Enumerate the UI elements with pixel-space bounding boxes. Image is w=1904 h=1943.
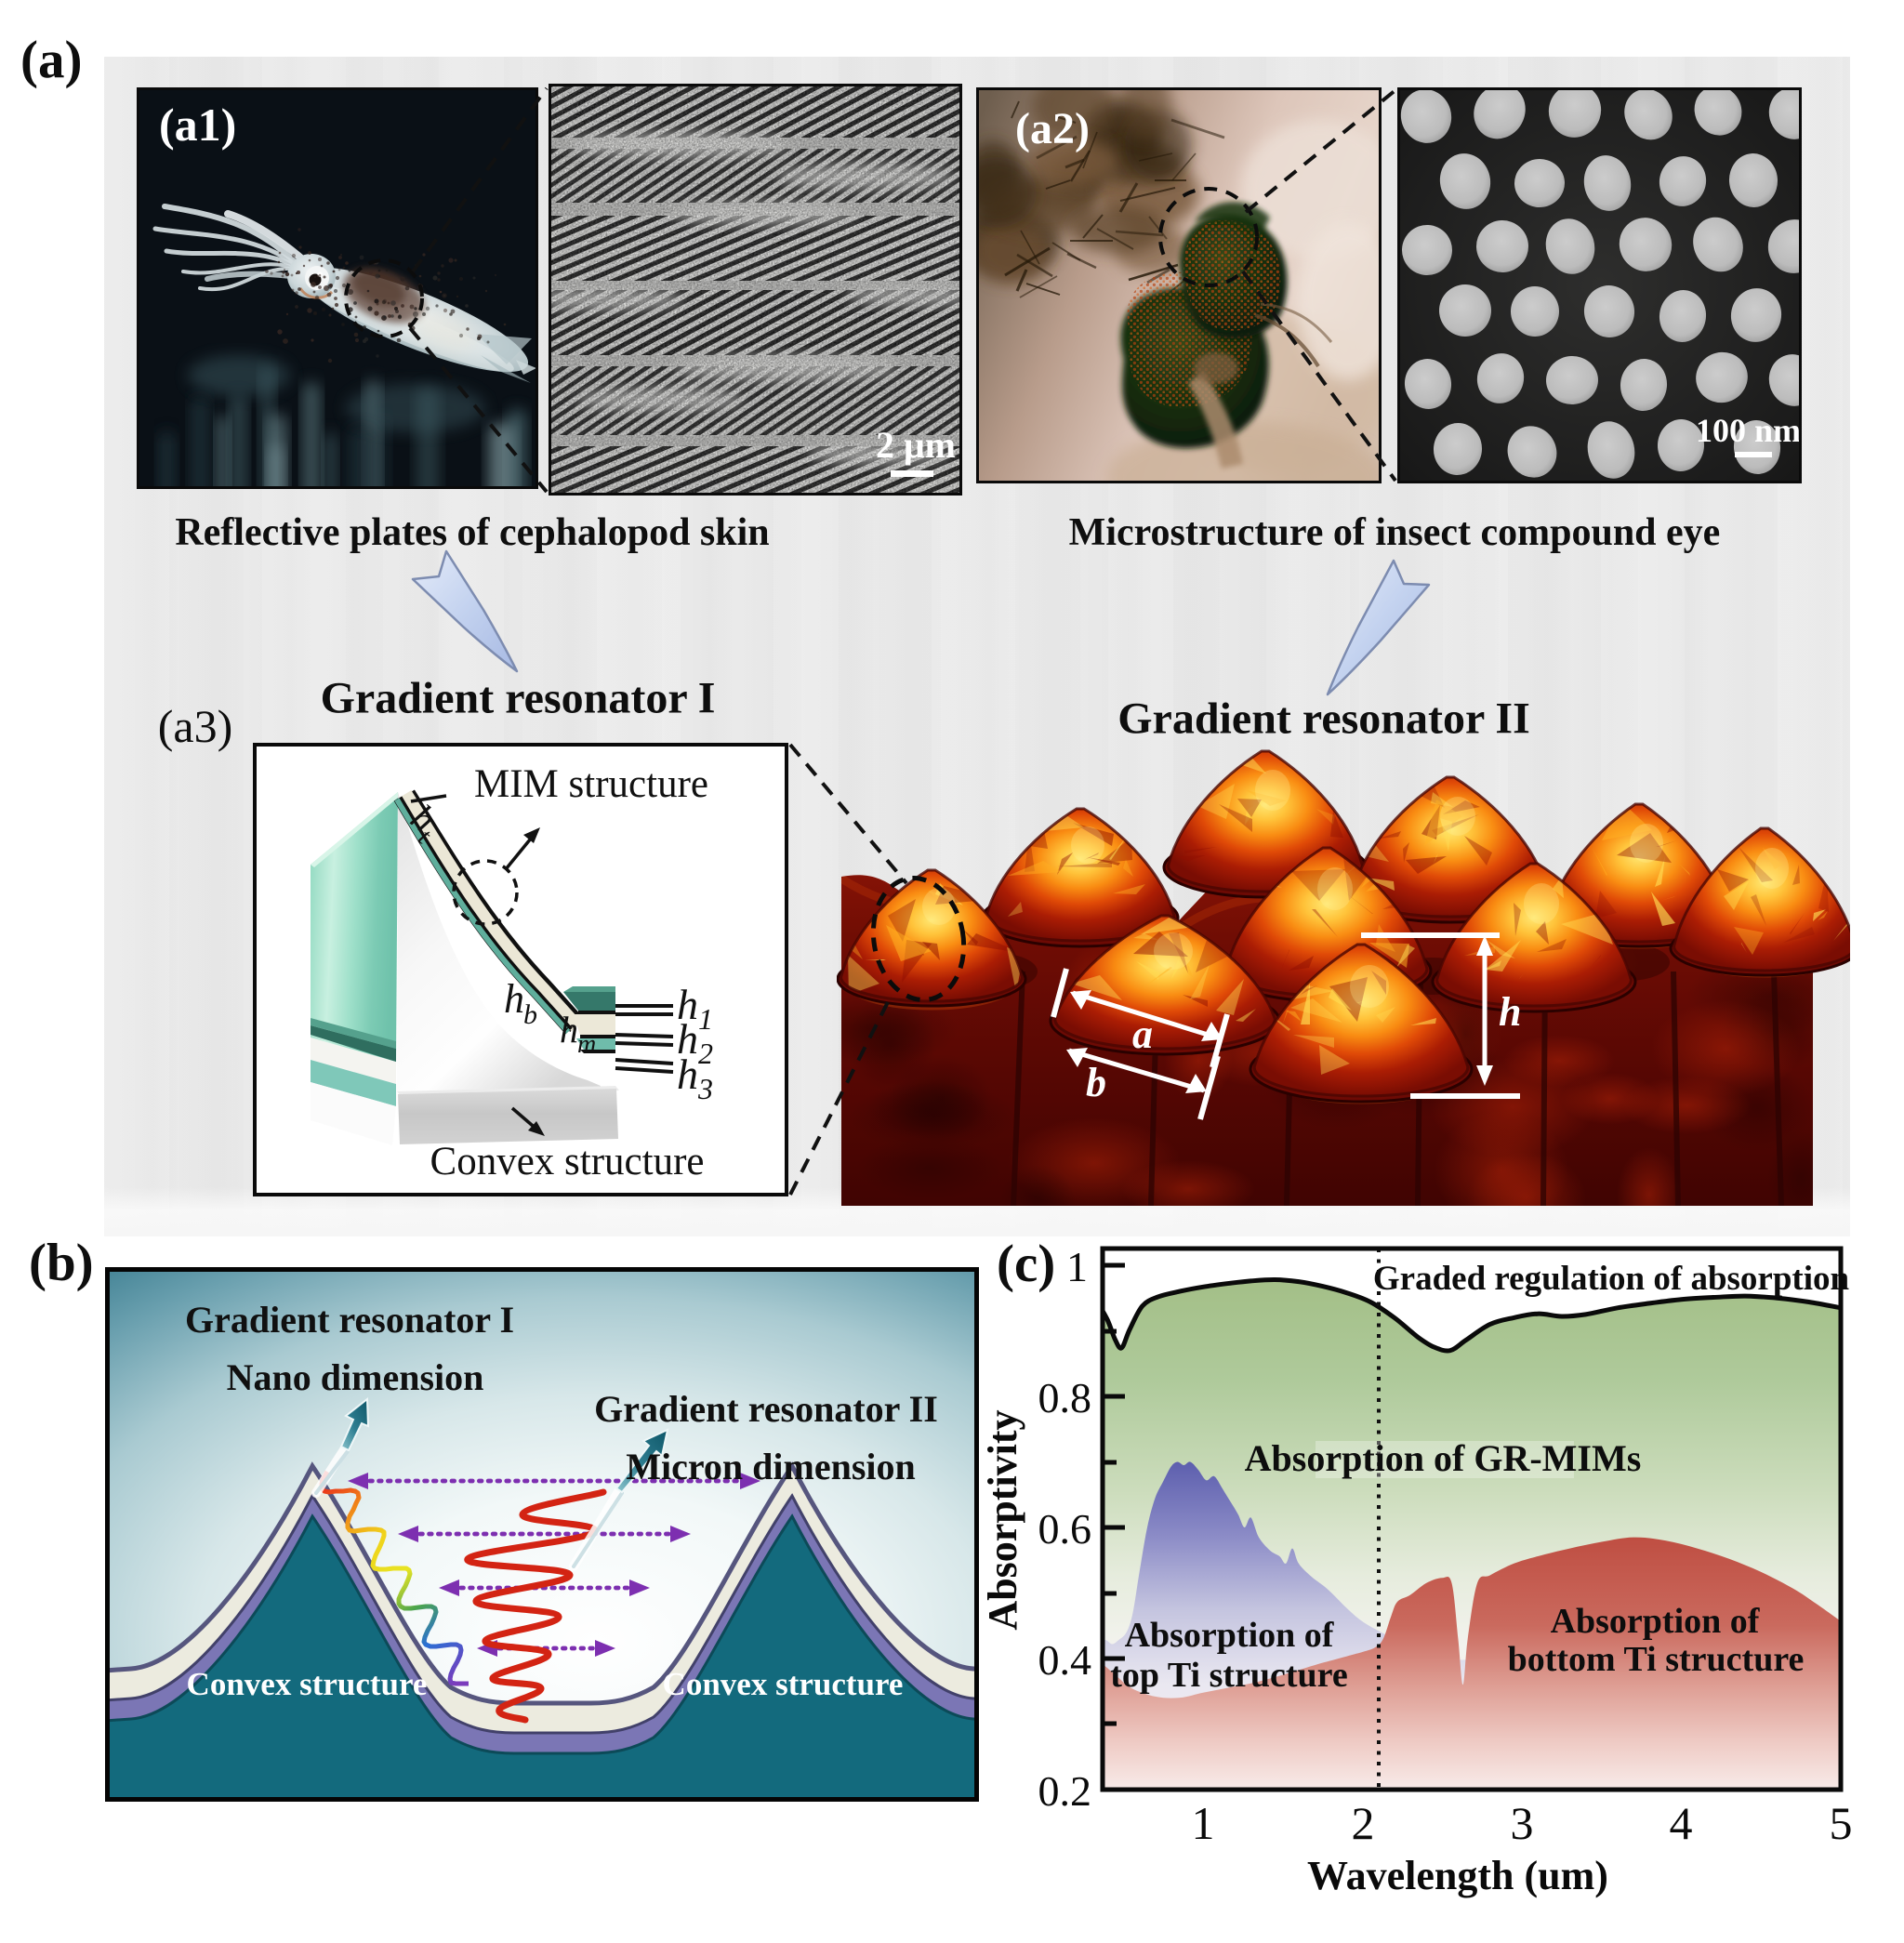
svg-text:Wavelength (um): Wavelength (um)	[1307, 1853, 1608, 1898]
svg-text:a: a	[1132, 1011, 1153, 1057]
svg-text:Nano dimension: Nano dimension	[227, 1356, 484, 1398]
svg-text:Convex structure: Convex structure	[430, 1140, 705, 1183]
svg-text:top Ti structure: top Ti structure	[1110, 1656, 1347, 1695]
svg-text:Micron dimension: Micron dimension	[626, 1446, 916, 1487]
svg-text:100 nm: 100 nm	[1696, 412, 1801, 449]
svg-text:Convex structure: Convex structure	[663, 1666, 904, 1702]
svg-text:2 μm: 2 μm	[876, 424, 956, 466]
svg-text:b: b	[523, 999, 537, 1030]
svg-text:0.6: 0.6	[1038, 1505, 1092, 1553]
svg-text:h: h	[677, 1015, 698, 1063]
svg-text:bottom Ti structure: bottom Ti structure	[1508, 1640, 1805, 1679]
svg-text:0.4: 0.4	[1038, 1636, 1092, 1684]
svg-text:Graded regulation of absorptio: Graded regulation of absorption	[1373, 1260, 1850, 1298]
svg-text:(a1): (a1)	[159, 99, 236, 151]
svg-text:4: 4	[1670, 1797, 1693, 1849]
svg-text:h: h	[677, 981, 698, 1028]
svg-text:1: 1	[698, 1002, 713, 1036]
svg-text:0.8: 0.8	[1038, 1374, 1092, 1421]
svg-text:3: 3	[697, 1072, 713, 1105]
svg-text:3: 3	[1511, 1797, 1534, 1849]
svg-text:1: 1	[1192, 1797, 1215, 1849]
svg-text:Convex structure: Convex structure	[187, 1666, 428, 1702]
svg-text:h: h	[1499, 989, 1521, 1035]
svg-text:Absorptivity: Absorptivity	[980, 1409, 1025, 1630]
svg-text:(a2): (a2)	[1015, 104, 1090, 153]
svg-text:1: 1	[1066, 1243, 1088, 1290]
svg-text:2: 2	[698, 1037, 713, 1070]
svg-text:h: h	[560, 1009, 578, 1051]
svg-text:0.2: 0.2	[1038, 1767, 1092, 1815]
svg-text:h: h	[677, 1051, 698, 1098]
svg-text:2: 2	[1352, 1797, 1375, 1849]
svg-text:Absorption of GR-MIMs: Absorption of GR-MIMs	[1245, 1437, 1642, 1479]
svg-text:Gradient resonator II: Gradient resonator II	[594, 1388, 938, 1430]
svg-text:m: m	[577, 1030, 596, 1059]
svg-text:Absorption of: Absorption of	[1125, 1616, 1335, 1655]
svg-text:Absorption of: Absorption of	[1551, 1602, 1761, 1641]
svg-text:h: h	[504, 976, 524, 1022]
svg-text:MIM structure: MIM structure	[474, 762, 708, 806]
svg-text:b: b	[1086, 1060, 1106, 1105]
svg-text:5: 5	[1830, 1797, 1853, 1849]
svg-text:Gradient resonator I: Gradient resonator I	[185, 1299, 514, 1341]
